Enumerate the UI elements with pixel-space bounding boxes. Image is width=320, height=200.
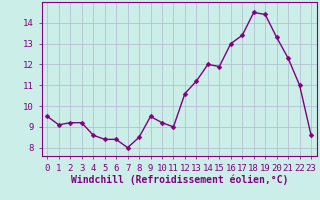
X-axis label: Windchill (Refroidissement éolien,°C): Windchill (Refroidissement éolien,°C)	[70, 174, 288, 185]
